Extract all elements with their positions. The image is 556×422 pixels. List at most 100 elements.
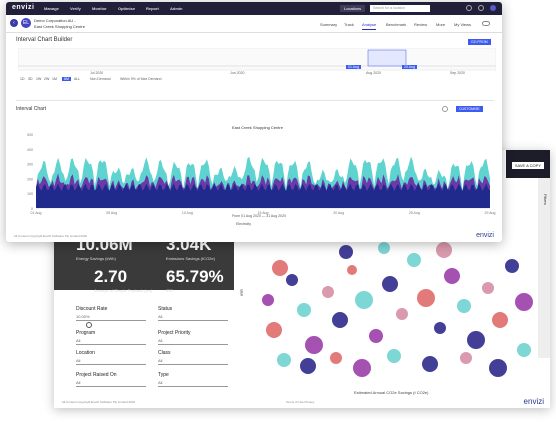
bubble-point[interactable] xyxy=(300,358,316,374)
bubble-point[interactable] xyxy=(332,312,348,328)
bubble-point[interactable] xyxy=(515,293,533,311)
bubble-point[interactable] xyxy=(339,245,353,259)
envizi-logo[interactable]: envizi xyxy=(12,4,35,11)
save-copy-button[interactable]: SAVE A COPY xyxy=(511,162,544,169)
bubble-point[interactable] xyxy=(505,259,519,273)
bubble-point[interactable] xyxy=(482,282,494,294)
tab-analyse[interactable]: Analyse xyxy=(362,22,377,30)
tab-track[interactable]: Track xyxy=(344,22,354,27)
x-tick-label: 29 Aug xyxy=(485,211,496,215)
bubble-point[interactable] xyxy=(407,253,421,267)
bubble-point[interactable] xyxy=(492,312,508,328)
range-start-chip[interactable]: 01 Aug xyxy=(346,65,361,69)
tab-review[interactable]: Review xyxy=(414,22,428,27)
bubble-point[interactable] xyxy=(355,291,373,309)
nav-admin[interactable]: Admin xyxy=(170,6,183,11)
bubble-point[interactable] xyxy=(489,359,507,377)
site-name: East Creek Shopping Centre xyxy=(34,24,85,29)
x-tick-label: 15 Aug xyxy=(258,211,269,215)
filter-type[interactable]: Type All xyxy=(158,372,228,387)
filter-value: All xyxy=(158,314,228,321)
filter-discount-rate[interactable]: Discount Rate 10.00% xyxy=(76,306,146,321)
nav-optimise[interactable]: Optimise xyxy=(118,6,136,11)
bubble-point[interactable] xyxy=(353,359,371,377)
kpi-label: Energy Savings (kWh) xyxy=(76,256,116,261)
filter-project-raised-on[interactable]: Project Raised On All xyxy=(76,372,146,387)
range-end-chip[interactable]: 20 Aug xyxy=(402,65,417,69)
filter-project-priority[interactable]: Project Priority All xyxy=(158,330,228,345)
bubble-point[interactable] xyxy=(434,322,446,334)
y-tick-label: 500 xyxy=(27,133,33,137)
filter-location[interactable]: Location All xyxy=(76,350,146,365)
tab-summary[interactable]: Summary xyxy=(320,22,338,27)
bubble-point[interactable] xyxy=(347,265,357,275)
toggle-icon[interactable] xyxy=(482,21,490,26)
bubble-point[interactable] xyxy=(467,331,485,349)
footer-links[interactable]: Terms of Use Privacy xyxy=(286,400,315,404)
nav-report[interactable]: Report xyxy=(146,6,159,11)
locations-dropdown[interactable]: Locations xyxy=(340,5,366,12)
filter-label: Project Raised On xyxy=(76,372,117,378)
bubble-point[interactable] xyxy=(262,294,274,306)
go-from-button[interactable]: GO FROM xyxy=(468,39,491,45)
bubble-point[interactable] xyxy=(396,308,408,320)
nav-verify[interactable]: Verify xyxy=(70,6,81,11)
settings-icon[interactable] xyxy=(478,5,484,11)
customise-button[interactable]: CUSTOMISE xyxy=(456,106,483,112)
bubble-point[interactable] xyxy=(277,353,291,367)
timeframe-all[interactable]: ALL xyxy=(74,77,81,81)
settings-icon[interactable] xyxy=(442,106,448,112)
bubble-point[interactable] xyxy=(444,268,460,284)
filters-side-label: Filters xyxy=(543,194,548,205)
filter-program[interactable]: Program All xyxy=(76,330,146,345)
bubble-point[interactable] xyxy=(330,352,342,364)
location-search-input[interactable]: Search for a location xyxy=(370,5,430,12)
bubble-point[interactable] xyxy=(369,329,383,343)
back-arrow-icon[interactable]: ‹ xyxy=(10,19,18,27)
bubble-point[interactable] xyxy=(457,299,471,313)
timeframe-3d[interactable]: 3D xyxy=(28,77,33,81)
tab-my-views[interactable]: My Views xyxy=(454,22,472,27)
bubble-point[interactable] xyxy=(517,343,531,357)
timeframe-1d[interactable]: 1D xyxy=(20,77,25,81)
chart-title: East Creek Shopping Centre xyxy=(232,125,283,130)
builder-title: Interval Chart Builder xyxy=(16,37,73,43)
help-icon[interactable] xyxy=(466,5,472,11)
kpi-value: 65.79% xyxy=(166,267,224,286)
timeframe-1m[interactable]: 1M xyxy=(52,77,57,81)
bubble-point[interactable] xyxy=(422,356,438,372)
bubble-point[interactable] xyxy=(460,352,472,364)
bubble-point[interactable] xyxy=(305,336,323,354)
bubble-point[interactable] xyxy=(286,274,298,286)
kpi-value: 2.70 xyxy=(94,267,128,286)
tab-more[interactable]: More xyxy=(436,22,446,27)
front-interval-window: envizi Manage Verify Monitor Optimise Re… xyxy=(6,2,502,242)
timeframe-1w[interactable]: 1W xyxy=(36,77,42,81)
filters-side-panel[interactable] xyxy=(538,178,550,358)
tab-benchmark[interactable]: Benchmark xyxy=(386,22,407,27)
bubble-point[interactable] xyxy=(272,260,288,276)
footer-copyright: All Content Copyright Envizi Software Pt… xyxy=(14,234,88,238)
chart-legend: Electricity xyxy=(236,222,251,226)
bubble-point[interactable] xyxy=(266,322,282,338)
bubble-point[interactable] xyxy=(436,242,452,258)
bubble-point[interactable] xyxy=(322,286,334,298)
nav-monitor[interactable]: Monitor xyxy=(92,6,107,11)
discount-slider-handle[interactable] xyxy=(86,322,92,328)
timeframe-6m[interactable]: 6M xyxy=(62,77,71,81)
bubble-point[interactable] xyxy=(297,303,311,317)
avatar[interactable] xyxy=(490,5,496,11)
filter-class[interactable]: Class All xyxy=(158,350,228,365)
timeframe-2w[interactable]: 2W xyxy=(44,77,50,81)
nav-manage[interactable]: Manage xyxy=(44,6,59,11)
filter-status[interactable]: Status All xyxy=(158,306,228,321)
y-tick-label: 200 xyxy=(27,177,33,181)
org-name: Demo Corporation AU - xyxy=(34,18,76,23)
bubble-point[interactable] xyxy=(378,242,390,254)
location-subheader: ‹ EL Demo Corporation AU - East Creek Sh… xyxy=(6,15,502,33)
bubble-point[interactable] xyxy=(417,289,435,307)
filter-label: Class xyxy=(158,350,171,356)
bubble-point[interactable] xyxy=(387,349,401,363)
bubble-point[interactable] xyxy=(382,276,398,292)
